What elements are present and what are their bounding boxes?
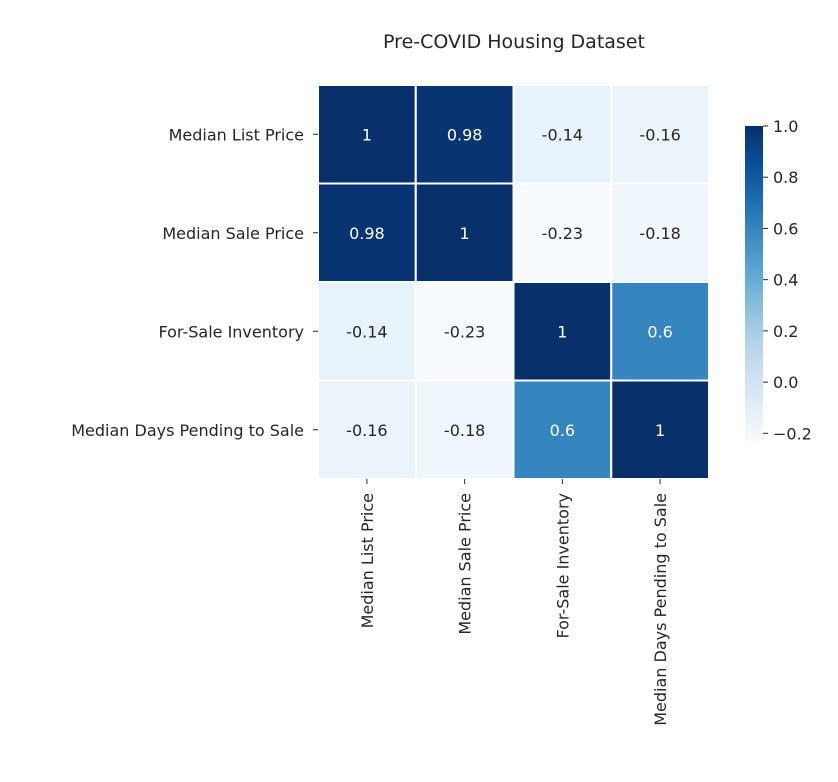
colorbar-tick-label: 0.4 — [773, 271, 798, 290]
heatmap-cells — [317, 84, 710, 480]
cell-value-label: -0.16 — [639, 125, 680, 144]
heatmap-cell — [610, 281, 710, 382]
cell-value-label: -0.23 — [444, 322, 485, 341]
cell-value-label: -0.14 — [542, 125, 583, 144]
row-tick-label: For-Sale Inventory — [158, 322, 304, 341]
colorbar-tick-label: 0.0 — [773, 373, 798, 392]
chart-title: Pre-COVID Housing Dataset — [383, 31, 645, 53]
colorbar-tick-label: 0.2 — [773, 322, 798, 341]
column-tick-labels: Median List Price Median Sale Price For-Sa… — [358, 479, 670, 726]
colorbar: 1.0 0.8 0.6 0.4 0.2 0.0 −0.2 — [745, 117, 812, 443]
cell-value-label: -0.23 — [542, 224, 583, 243]
cell-value-label: 0.98 — [447, 125, 483, 144]
heatmap-cell — [610, 379, 710, 480]
heatmap-cell — [414, 84, 515, 185]
heatmap-cell — [414, 379, 515, 480]
cell-value-label: 1 — [655, 421, 665, 440]
heatmap-cell — [414, 182, 515, 283]
colorbar-tick-label: −0.2 — [773, 424, 812, 443]
cell-value-label: -0.16 — [346, 421, 387, 440]
column-tick-label: Median Sale Price — [456, 493, 475, 635]
row-tick-label: Median Sale Price — [162, 224, 304, 243]
heatmap-cell-labels: 1 0.98 -0.14 -0.16 0.98 1 -0.23 -0.18 -0.14 -0.23… — [346, 125, 681, 440]
heatmap-cell — [414, 281, 515, 382]
colorbar-tick-label: 1.0 — [773, 117, 798, 136]
column-tick-label: For-Sale Inventory — [553, 493, 572, 639]
column-tick-label: Median List Price — [358, 493, 377, 628]
cell-value-label: -0.18 — [639, 224, 680, 243]
cell-value-label: -0.14 — [346, 322, 387, 341]
cell-value-label: 0.6 — [550, 421, 575, 440]
cell-value-label: 1 — [362, 125, 372, 144]
colorbar-gradient — [745, 126, 763, 441]
row-tick-label: Median Days Pending to Sale — [71, 421, 304, 440]
heatmap-cell — [610, 84, 710, 185]
column-tick-label: Median Days Pending to Sale — [651, 493, 670, 726]
heatmap-cell — [610, 182, 710, 283]
cell-value-label: 0.6 — [647, 322, 672, 341]
colorbar-tick-label: 0.6 — [773, 219, 798, 238]
row-tick-label: Median List Price — [169, 125, 304, 144]
cell-value-label: -0.18 — [444, 421, 485, 440]
cell-value-label: 0.98 — [349, 224, 385, 243]
heatmap-cell — [512, 84, 613, 185]
row-tick-labels: Median List Price Median Sale Price For-Sa… — [71, 125, 318, 440]
colorbar-ticks: 1.0 0.8 0.6 0.4 0.2 0.0 −0.2 — [763, 117, 812, 443]
cell-value-label: 1 — [557, 322, 567, 341]
cell-value-label: 1 — [460, 224, 470, 243]
heatmap-cell — [317, 84, 417, 185]
colorbar-tick-label: 0.8 — [773, 168, 798, 187]
